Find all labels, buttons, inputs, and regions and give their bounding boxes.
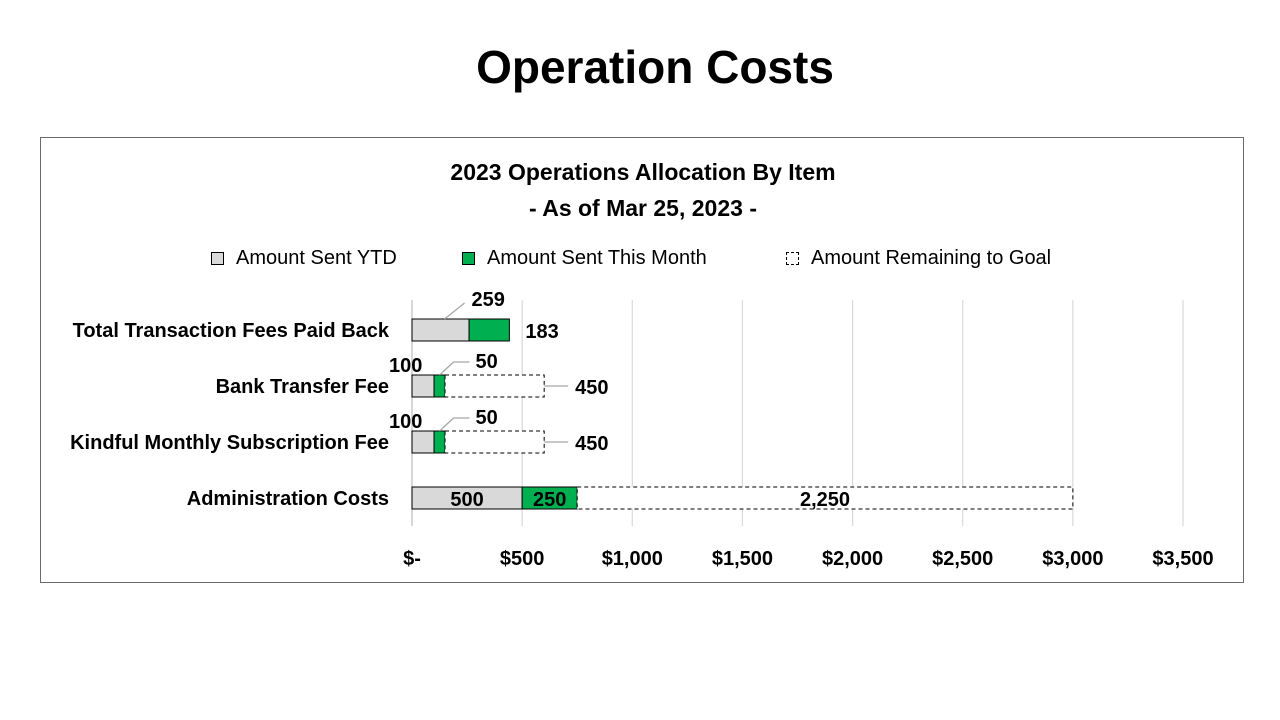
category-label: Total Transaction Fees Paid Back: [73, 320, 390, 342]
data-label-ytd: 259: [472, 289, 505, 311]
bar-this-month: [433, 374, 446, 398]
data-label-ytd: 100: [389, 411, 422, 433]
bar-chart-plot: $- $500 $1,000 $1,500 $2,000 $2,500 $3,000 $3,5…: [70, 289, 1213, 570]
bar-remaining: [444, 374, 545, 398]
x-tick-label: $1,500: [712, 548, 773, 570]
legend-swatch-ytd: [211, 252, 224, 265]
chart-subtitle: - As of Mar 25, 2023 -: [529, 195, 757, 221]
x-tick-label: $500: [500, 548, 545, 570]
data-label-this-month: 50: [476, 351, 498, 373]
bar-ytd: [411, 374, 435, 398]
x-tick-label: $2,000: [822, 548, 883, 570]
label-leader-line: [444, 302, 465, 320]
x-tick-label: $2,500: [932, 548, 993, 570]
bar-ytd: [411, 318, 470, 342]
data-label-this-month: 250: [533, 489, 566, 511]
category-label: Bank Transfer Fee: [216, 376, 389, 398]
data-label-remaining: 450: [575, 433, 608, 455]
data-label-this-month: 50: [476, 407, 498, 429]
x-tick-label: $3,500: [1152, 548, 1213, 570]
x-tick-label: $1,000: [602, 548, 663, 570]
chart-legend: Amount Sent YTD Amount Sent This Month A…: [41, 247, 1245, 273]
legend-label-month: Amount Sent This Month: [487, 247, 707, 269]
data-label-remaining: 450: [575, 377, 608, 399]
legend-swatch-month: [462, 252, 475, 265]
data-label-ytd: 500: [450, 489, 483, 511]
chart-frame: 2023 Operations Allocation By Item - As …: [40, 137, 1244, 583]
data-label-remaining: 2,250: [800, 489, 850, 511]
legend-item-ytd: Amount Sent YTD: [211, 247, 397, 270]
bar-this-month: [468, 318, 510, 342]
slide-title: Operation Costs: [476, 41, 834, 93]
legend-swatch-remaining: [786, 252, 799, 265]
bar-remaining: [444, 430, 545, 454]
bar-this-month: [433, 430, 446, 454]
category-label: Administration Costs: [187, 488, 389, 510]
bar-remaining: [576, 486, 1074, 510]
legend-item-remaining: Amount Remaining to Goal: [786, 247, 1051, 270]
legend-label-remaining: Amount Remaining to Goal: [811, 247, 1052, 269]
label-leader-line: [439, 361, 454, 376]
x-tick-label: $3,000: [1042, 548, 1103, 570]
legend-label-ytd: Amount Sent YTD: [236, 247, 397, 269]
legend-item-month: Amount Sent This Month: [462, 247, 707, 270]
label-leader-line: [439, 417, 454, 432]
bar-ytd: [411, 430, 435, 454]
x-tick-label: $-: [403, 548, 421, 570]
chart-title: 2023 Operations Allocation By Item: [450, 159, 836, 185]
category-label: Kindful Monthly Subscription Fee: [70, 432, 389, 454]
data-label-ytd: 100: [389, 355, 422, 377]
data-label-this-month: 183: [525, 321, 558, 343]
